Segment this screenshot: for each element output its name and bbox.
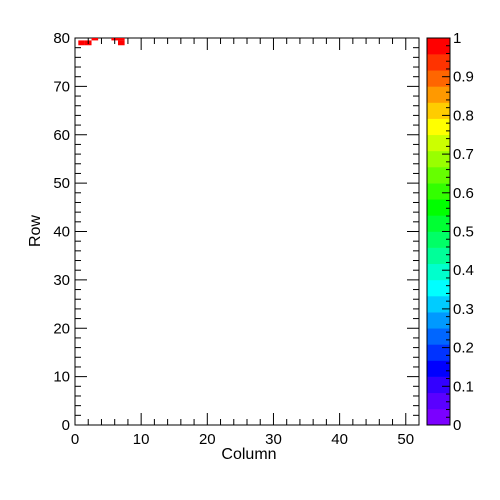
- colorbar-segment: [427, 38, 450, 55]
- colorbar-tick-label: 0.6: [453, 185, 474, 202]
- heatmap-cell: [91, 38, 99, 41]
- y-tick-label: 10: [53, 369, 70, 386]
- colorbar-segment: [427, 392, 450, 410]
- plot-frame: [74, 37, 420, 426]
- colorbar-tick-label: 1: [453, 30, 461, 47]
- heatmap-cell: [118, 38, 125, 41]
- y-tick-label: 60: [53, 127, 70, 144]
- colorbar-segment: [427, 360, 450, 377]
- x-tick-label: 50: [397, 431, 414, 448]
- colorbar-tick-label: 0.4: [453, 262, 474, 279]
- colorbar-segment: [427, 215, 450, 232]
- colorbar-segment: [427, 344, 450, 361]
- colorbar-segment: [427, 408, 450, 426]
- x-tick-label: 20: [199, 431, 216, 448]
- colorbar: 0 0.1 0.2 0.3 0.4 0.5 0.6 0.7 0.8 0.9 1: [426, 30, 474, 434]
- colorbar-tick-label: 0: [453, 417, 461, 434]
- y-tick-label: 80: [53, 30, 70, 47]
- colorbar-tick-label: 0.5: [453, 224, 474, 241]
- colorbar-segment: [427, 328, 450, 345]
- colorbar-segment: [427, 134, 450, 152]
- colorbar-segment: [427, 263, 450, 281]
- axes: 0 10 20 30 40 50 0 10 20 30 40 50 60 70 80: [53, 30, 420, 448]
- y-tick-label: 30: [53, 272, 70, 289]
- colorbar-segment: [427, 247, 450, 265]
- y-tick-label: 50: [53, 175, 70, 192]
- colorbar-segment: [427, 279, 450, 297]
- colorbar-segment: [427, 118, 450, 136]
- colorbar-tick-label: 0.1: [453, 378, 474, 395]
- colorbar-segment: [427, 167, 450, 184]
- colorbar-tick-label: 0.8: [453, 107, 474, 124]
- colorbar-segment: [427, 376, 450, 394]
- colorbar-tick-label: 0.7: [453, 146, 474, 163]
- y-tick-label: 0: [62, 417, 70, 434]
- x-tick-label: 40: [331, 431, 348, 448]
- colorbar-segment: [427, 70, 450, 87]
- x-tick-label: 10: [133, 431, 150, 448]
- x-tick-label: 30: [265, 431, 282, 448]
- y-axis-title: Row: [27, 215, 44, 247]
- y-tick-label: 70: [53, 78, 70, 95]
- colorbar-segment: [427, 54, 450, 71]
- colorbar-segment: [427, 231, 450, 248]
- colorbar-segment: [427, 150, 450, 168]
- colorbar-segment: [427, 312, 450, 329]
- colorbar-segment: [427, 102, 450, 119]
- colorbar-tick-label: 0.9: [453, 69, 474, 86]
- heatmap-cell: [78, 40, 85, 46]
- colorbar-segment: [427, 296, 450, 313]
- x-tick-label: 0: [71, 431, 79, 448]
- y-tick-label: 40: [53, 224, 70, 241]
- y-tick-label: 20: [53, 320, 70, 337]
- x-axis-title: Column: [221, 446, 276, 463]
- heatmap-cell: [118, 40, 125, 46]
- colorbar-tick-label: 0.3: [453, 301, 474, 318]
- colorbar-segment: [427, 183, 450, 200]
- colorbar-segment: [427, 199, 450, 216]
- colorbar-tick-label: 0.2: [453, 340, 474, 357]
- colorbar-segment: [427, 86, 450, 103]
